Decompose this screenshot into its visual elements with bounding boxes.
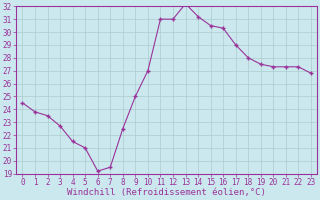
- X-axis label: Windchill (Refroidissement éolien,°C): Windchill (Refroidissement éolien,°C): [67, 188, 266, 197]
